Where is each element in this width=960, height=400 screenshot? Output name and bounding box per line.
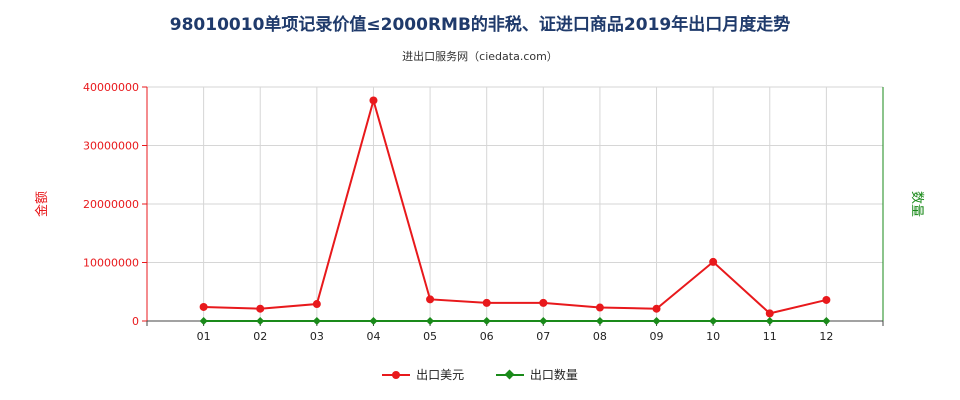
x-tick-label: 02 xyxy=(253,330,267,343)
legend: 出口美元 出口数量 xyxy=(0,366,960,384)
x-tick-label: 05 xyxy=(423,330,437,343)
data-point-export-usd xyxy=(595,303,604,312)
x-tick-label: 07 xyxy=(536,330,550,343)
y-tick-label: 10000000 xyxy=(83,257,139,270)
data-point-export-usd xyxy=(369,96,378,105)
data-point-export-qty xyxy=(369,317,378,325)
axes xyxy=(142,86,884,326)
data-point-export-qty xyxy=(765,317,774,325)
legend-label-export-usd: 出口美元 xyxy=(416,368,465,382)
data-point-export-qty xyxy=(539,317,548,325)
x-tick-label: 04 xyxy=(366,330,380,343)
data-point-export-usd xyxy=(482,298,491,307)
legend-swatch-red xyxy=(382,369,411,381)
y-tick-label: 0 xyxy=(132,315,139,328)
data-point-export-qty xyxy=(312,317,321,325)
x-tick-label: 09 xyxy=(650,330,664,343)
x-tick-label: 01 xyxy=(197,330,211,343)
series-layer xyxy=(199,96,831,325)
legend-item-export-usd: 出口美元 xyxy=(382,366,464,383)
legend-label-export-qty: 出口数量 xyxy=(529,368,578,382)
series-line-export-usd xyxy=(203,96,827,315)
y-axis-left-label: 金额 xyxy=(34,191,50,217)
x-tick-label: 11 xyxy=(763,330,777,343)
data-point-export-qty xyxy=(426,317,435,325)
data-point-export-usd xyxy=(426,295,435,304)
y-tick-label: 20000000 xyxy=(83,198,139,211)
legend-item-export-qty: 出口数量 xyxy=(495,366,578,383)
data-point-export-qty xyxy=(652,317,661,325)
data-point-export-qty xyxy=(199,317,208,325)
data-point-export-qty xyxy=(256,317,265,325)
x-tick-label: 08 xyxy=(593,330,607,343)
grid-lines xyxy=(147,86,883,321)
data-point-export-usd xyxy=(652,304,661,313)
data-point-export-qty xyxy=(822,317,831,325)
y-tick-label: 30000000 xyxy=(83,140,139,153)
chart-subtitle: 进出口服务网（ciedata.com） xyxy=(402,50,558,63)
x-tick-label: 06 xyxy=(480,330,494,343)
x-tick-label: 10 xyxy=(706,330,720,343)
data-point-export-usd xyxy=(822,295,831,304)
data-point-export-usd xyxy=(199,302,208,311)
data-point-export-usd xyxy=(539,298,548,307)
chart-title: 98010010单项记录价值≤2000RMB的非税、证进口商品2019年出口月度… xyxy=(169,15,791,35)
data-point-export-usd xyxy=(312,300,321,309)
y-axis-right-label: 数量 xyxy=(909,191,924,217)
data-point-export-qty xyxy=(709,317,718,325)
data-point-export-qty xyxy=(595,317,604,325)
y-tick-label: 40000000 xyxy=(83,81,139,94)
x-tick-label: 12 xyxy=(819,330,833,343)
x-tick-label: 03 xyxy=(310,330,324,343)
legend-swatch-green xyxy=(495,369,524,381)
data-point-export-usd xyxy=(709,257,718,266)
data-point-export-usd xyxy=(256,304,265,313)
tick-labels: 0 10000000 20000000 30000000 40000000 01 02 03 0… xyxy=(83,81,833,343)
data-point-export-qty xyxy=(482,317,491,325)
data-point-export-usd xyxy=(765,309,774,318)
